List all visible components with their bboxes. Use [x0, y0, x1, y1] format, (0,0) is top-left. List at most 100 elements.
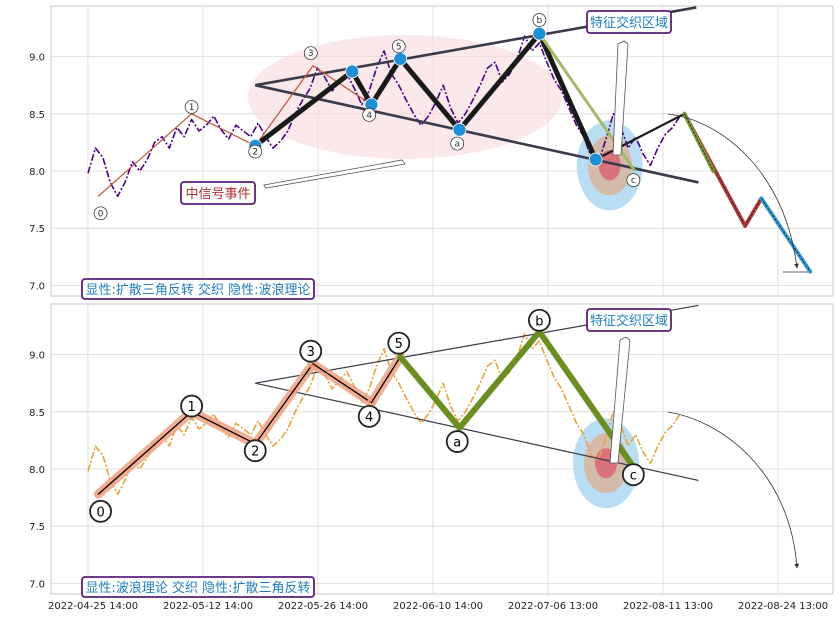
caption-bottom: 显性:波浪理论 交织 隐性:扩散三角反转 [85, 580, 310, 596]
wave-segment-thin [254, 65, 314, 147]
top-nodes [248, 26, 603, 167]
wave-segment-green [397, 353, 463, 431]
x-tick-label: 2022-04-25 14:00 [48, 601, 138, 612]
top-wave-labels: 0 1 2 3 4 5 a b c [93, 13, 641, 221]
wave-label-text: c [630, 469, 637, 484]
wave-label-circle [528, 308, 551, 332]
y-tick-label: 9.0 [29, 53, 45, 64]
wave-label-circle [391, 39, 406, 54]
wave-label-circle [299, 339, 323, 363]
wave-label-text: a [455, 140, 461, 150]
wave-segment-thick [456, 31, 542, 133]
wave-label-text: a [453, 436, 461, 451]
wave-node [452, 122, 467, 137]
wave-label-text: b [535, 314, 543, 329]
bottom-grid [51, 304, 833, 594]
x-tick-label: 2022-05-12 14:00 [163, 601, 253, 612]
wave-label-text: 0 [98, 209, 104, 219]
wave-segment-black [190, 411, 256, 445]
wave-node [588, 152, 603, 167]
wave-label-circle [243, 439, 267, 463]
wave-label-circle [93, 206, 108, 221]
zone-label-top: 特征交织区域 [590, 15, 668, 31]
wave-label-circle [180, 394, 204, 418]
wave-label-circle [387, 331, 411, 355]
wave-segment-thick [397, 56, 462, 133]
y-tick-label: 7.0 [29, 579, 45, 590]
x-tick-label: 2022-05-26 14:00 [278, 601, 368, 612]
wave-label-text: 2 [251, 445, 259, 460]
wave-label-circle [532, 13, 547, 27]
wave-label-circle [303, 46, 318, 61]
wave-segment-black [97, 411, 193, 495]
trend-lower-line [254, 83, 699, 184]
wave-segment-thin [97, 113, 193, 197]
y-tick-label: 8.5 [29, 110, 45, 121]
x-tick-label: 2022-07-06 13:00 [508, 601, 598, 612]
price-line [87, 333, 681, 496]
wave-label-text: 0 [96, 505, 104, 520]
wave-segment-thin [312, 65, 373, 106]
caption-top: 显性:扩散三角反转 交织 隐性:波浪理论 [85, 282, 310, 298]
y-tick-label: 8.0 [29, 465, 45, 476]
wave-label-text: 5 [396, 42, 402, 52]
wave-label-circle [248, 144, 263, 159]
wave-label-circle [357, 404, 381, 428]
top-panel: 7.0 7.5 8.0 8.5 9.0 0 1 2 3 4 5 a b c 特征交织区域 中信号事件 显… [29, 5, 834, 300]
top-curve-arrow [667, 113, 799, 269]
wave-segment-black [312, 363, 373, 404]
wave-segment-green [456, 328, 543, 431]
signal-label-box: 中信号事件 [180, 181, 256, 205]
projection-segment-dashed [684, 113, 714, 172]
wave-label-text: 2 [252, 148, 258, 158]
wave-label-text: c [631, 176, 636, 186]
zone-pointer-arrow-bottom [609, 336, 631, 464]
wave-label-text: 5 [395, 337, 403, 352]
x-tick-label: 2022-08-11 13:00 [623, 601, 713, 612]
y-tick-label: 7.5 [29, 522, 45, 533]
caption-box-top: 显性:扩散三角反转 交织 隐性:波浪理论 [81, 278, 315, 300]
y-tick-label: 9.0 [29, 351, 45, 362]
wave-label-text: 1 [187, 400, 195, 415]
zone-label-box-bottom: 特征交织区域 [586, 308, 672, 332]
wave-segment-thick [252, 68, 355, 149]
wave-segment-dark-green [594, 112, 686, 161]
wave-label-text: 3 [308, 49, 314, 59]
x-tick-label: 2022-08-24 13:00 [738, 601, 828, 612]
top-projection [682, 111, 813, 274]
wave-label-text: 4 [366, 111, 372, 121]
wave-segment-thick [536, 31, 599, 163]
wave-label-text: 3 [307, 345, 315, 360]
wave-label-text: 1 [189, 103, 195, 113]
bottom-wave-labels: 0 1 2 3 4 5 a b c [89, 308, 645, 523]
bottom-panel: 7.0 7.5 8.0 8.5 9.0 0 1 2 3 4 5 a b c 特征交织区域 显性:波浪理论… [29, 303, 834, 598]
projection-segment-dashed [761, 198, 811, 273]
wave-label-text: b [537, 16, 543, 26]
bottom-plot-area [50, 303, 834, 595]
wave-label-circle [450, 136, 465, 151]
y-tick-label: 8.0 [29, 167, 45, 178]
zone-pointer-arrow-top [612, 40, 629, 156]
top-y-ticks: 7.0 7.5 8.0 8.5 9.0 [29, 53, 45, 293]
bottom-curve-arrow [667, 411, 800, 569]
bottom-price-series [87, 333, 681, 496]
wave-label-circle [626, 173, 641, 188]
trend-lower-line [255, 382, 699, 482]
zone-label-bottom: 特征交织区域 [590, 313, 668, 329]
zone-label-box-top: 特征交织区域 [586, 10, 672, 34]
bottom-waves [93, 328, 638, 499]
wave-segment-thick [368, 56, 403, 108]
wave-label-circle [362, 108, 377, 122]
signal-label: 中信号事件 [185, 187, 250, 202]
wave-label-circle [89, 499, 112, 523]
wave-label-circle [184, 100, 199, 114]
wave-node [532, 26, 547, 41]
signal-pointer-arrow [263, 159, 406, 189]
x-axis-ticks: 2022-04-25 14:00 2022-05-12 14:00 2022-05-… [48, 601, 828, 612]
wave-label-text: 4 [365, 410, 373, 425]
y-tick-label: 8.5 [29, 408, 45, 419]
x-tick-label: 2022-06-10 14:00 [393, 601, 483, 612]
focus-zone-inner [598, 150, 621, 181]
wave-node [345, 64, 360, 79]
